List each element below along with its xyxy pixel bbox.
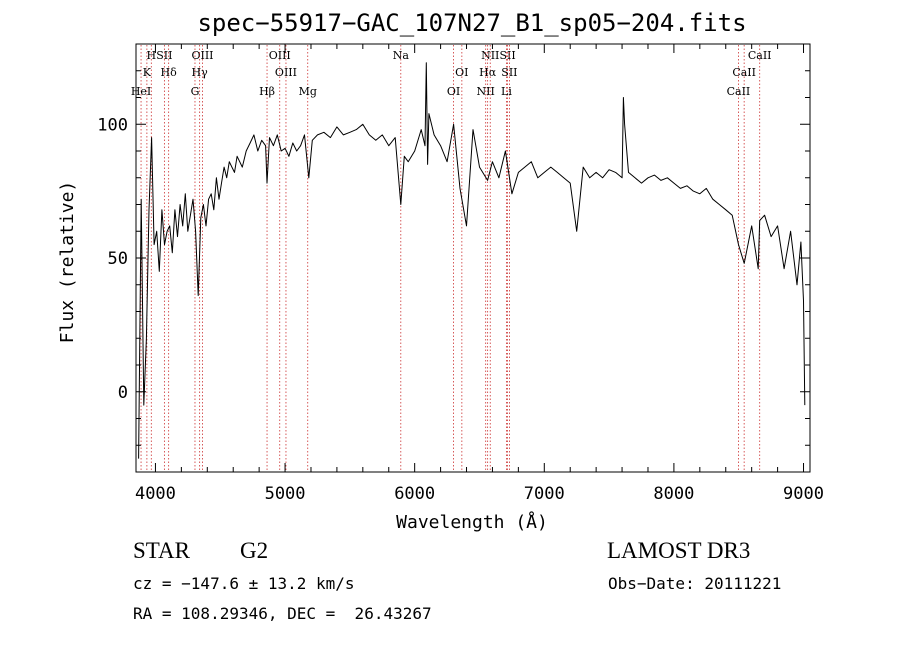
x-tick-label: 5000 xyxy=(265,484,306,504)
x-tick-label: 9000 xyxy=(783,484,824,504)
line-marker-label: Hβ xyxy=(259,85,275,98)
plot-frame xyxy=(135,43,811,473)
line-marker-label: SII xyxy=(501,66,517,79)
ra-dec-text: RA = 108.29346, DEC = 26.43267 xyxy=(133,604,432,623)
line-marker-label: Na xyxy=(393,49,410,62)
y-axis-label: Flux (relative) xyxy=(57,181,78,344)
x-tick-label: 4000 xyxy=(135,484,176,504)
line-marker-label: OIII xyxy=(275,66,297,79)
line-marker-label: OI xyxy=(455,66,468,79)
chart-title: spec−55917−GAC_107N27_B1_sp05−204.fits xyxy=(197,9,746,37)
x-tick-label: 8000 xyxy=(653,484,694,504)
line-marker-label: OIII xyxy=(269,49,291,62)
class-label: STAR xyxy=(133,538,190,563)
line-marker-label: H xyxy=(146,49,156,62)
line-marker-label: OIII xyxy=(191,49,213,62)
subclass-label: G2 xyxy=(240,538,269,563)
y-tick-label: 100 xyxy=(97,115,128,135)
x-axis-label: Wavelength (Å) xyxy=(396,511,548,533)
line-marker-label: OI xyxy=(447,85,460,98)
line-marker-label: CaII xyxy=(727,85,751,98)
line-marker-label: Hα xyxy=(479,66,497,79)
line-marker-label: Hδ xyxy=(161,66,178,79)
line-marker-layer: HKHeISIIHδGOIIIHγHβOIIIOIIIMgNaOIOINIIHα… xyxy=(131,45,772,471)
line-marker-label: CaII xyxy=(748,49,772,62)
axis-layer: 4000 5000 6000 7000 8000 9000 0 50 100 xyxy=(97,44,824,504)
line-marker-label: Mg xyxy=(299,85,317,98)
line-marker-label: K xyxy=(143,66,152,79)
redshift-velocity-text: cz = −147.6 ± 13.2 km/s xyxy=(133,574,355,593)
spectrum-layer xyxy=(138,62,806,459)
line-marker-label: SII xyxy=(499,49,515,62)
line-marker-label: SII xyxy=(156,49,172,62)
line-marker-label: G xyxy=(191,85,200,98)
line-marker-label: Li xyxy=(501,85,512,98)
spectrum-line xyxy=(138,62,806,459)
survey-label: LAMOST DR3 xyxy=(607,538,751,563)
line-marker-label: NII xyxy=(477,85,495,98)
x-tick-label: 7000 xyxy=(524,484,565,504)
y-tick-label: 50 xyxy=(108,249,128,269)
line-marker-label: HeI xyxy=(131,85,151,98)
observation-date-text: Obs−Date: 20111221 xyxy=(608,574,782,593)
x-tick-label: 6000 xyxy=(394,484,435,504)
line-marker-label: CaII xyxy=(732,66,756,79)
y-tick-label: 0 xyxy=(118,383,128,403)
line-marker-label: Hγ xyxy=(192,66,209,79)
line-marker-label: NII xyxy=(481,49,499,62)
